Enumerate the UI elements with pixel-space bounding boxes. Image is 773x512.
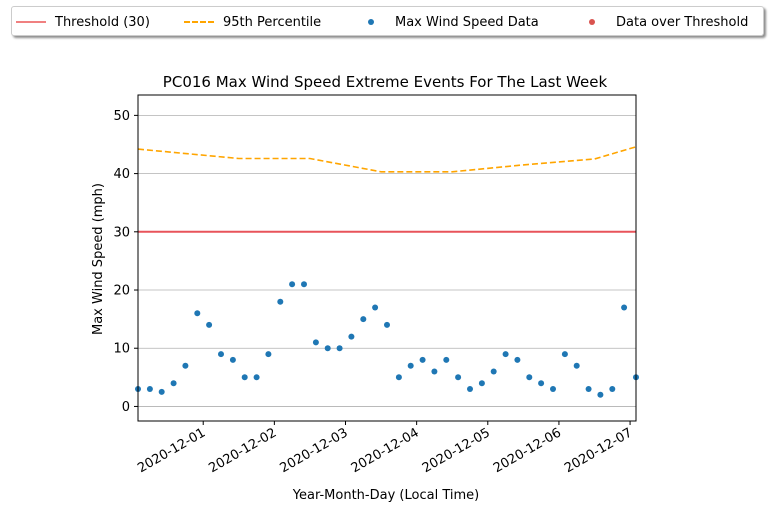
legend-item-over-threshold: Data over Threshold: [577, 7, 748, 37]
data-point: [194, 310, 201, 317]
data-point: [158, 388, 165, 395]
data-point: [467, 386, 473, 392]
data-point: [597, 391, 604, 398]
data-point: [490, 368, 497, 375]
chart-title: PC016 Max Wind Speed Extreme Events For …: [163, 73, 608, 91]
data-points: [135, 281, 639, 398]
data-point: [526, 374, 533, 381]
data-point: [170, 380, 177, 387]
data-point: [336, 345, 343, 352]
data-point: [550, 386, 556, 392]
data-point: [514, 356, 521, 363]
data-point: [324, 345, 331, 352]
data-point: [289, 281, 296, 288]
x-tick-label: 2020-12-07: [562, 425, 635, 476]
data-point: [407, 362, 414, 369]
over-threshold-dot-swatch: [577, 15, 607, 29]
y-axis: 0 10 20 30 40 50: [113, 109, 138, 415]
x-tick-label: 2020-12-03: [278, 425, 351, 476]
data-point: [455, 374, 462, 381]
y-tick-label: 10: [113, 342, 130, 357]
x-tick-label: 2020-12-04: [349, 425, 422, 476]
percentile-dash-swatch: [184, 15, 214, 29]
data-point: [573, 362, 580, 369]
data-point: [538, 380, 545, 387]
legend-label-threshold: Threshold (30): [55, 14, 150, 30]
y-tick-label: 30: [113, 225, 130, 240]
legend-item-threshold: Threshold (30): [16, 7, 150, 37]
gridlines: [138, 114, 636, 407]
x-tick-label: 2020-12-01: [135, 425, 208, 476]
threshold-line-swatch: [16, 15, 46, 29]
x-axis-label: Year-Month-Day (Local Time): [292, 488, 479, 503]
legend-item-wind-data: Max Wind Speed Data: [356, 7, 539, 37]
legend: Threshold (30) 95th Percentile Max Wind …: [11, 6, 764, 36]
legend-item-percentile: 95th Percentile: [184, 7, 321, 37]
data-point: [229, 356, 236, 363]
data-point: [443, 356, 450, 363]
data-point: [348, 333, 355, 340]
x-tick-label: 2020-12-02: [206, 425, 279, 476]
x-tick-label: 2020-12-05: [420, 425, 493, 476]
data-point: [431, 368, 438, 375]
legend-label-percentile: 95th Percentile: [223, 14, 322, 30]
data-point: [253, 374, 260, 381]
legend-label-wind-data: Max Wind Speed Data: [395, 14, 539, 30]
data-point: [561, 351, 568, 358]
percentile-95-line: [137, 146, 637, 173]
data-point: [609, 386, 616, 392]
data-point: [621, 304, 628, 311]
data-point: [241, 374, 248, 381]
data-point: [419, 356, 426, 363]
data-point: [265, 351, 272, 358]
data-point: [585, 386, 592, 392]
y-tick-label: 20: [113, 284, 130, 299]
y-tick-label: 50: [113, 109, 130, 124]
plot-frame: [137, 94, 637, 422]
data-point: [182, 362, 189, 369]
x-tick-label: 2020-12-06: [491, 425, 564, 476]
data-point: [478, 380, 485, 387]
data-point: [395, 374, 402, 381]
data-point: [312, 339, 319, 346]
y-tick-label: 0: [122, 400, 130, 415]
data-point: [384, 321, 390, 328]
data-point: [372, 304, 379, 311]
legend-label-over-threshold: Data over Threshold: [616, 14, 749, 30]
data-point: [301, 281, 307, 288]
x-axis: 2020-12-012020-12-022020-12-032020-12-04…: [135, 421, 635, 476]
data-point: [360, 316, 367, 323]
reference-lines: [137, 146, 637, 233]
wind-data-dot-swatch: [356, 15, 386, 29]
data-point: [218, 351, 224, 358]
data-point: [146, 386, 153, 392]
data-point: [206, 321, 213, 328]
y-tick-label: 40: [113, 167, 130, 182]
data-point: [277, 298, 284, 305]
y-axis-label: Max Wind Speed (mph): [91, 183, 106, 335]
data-point: [502, 351, 509, 358]
